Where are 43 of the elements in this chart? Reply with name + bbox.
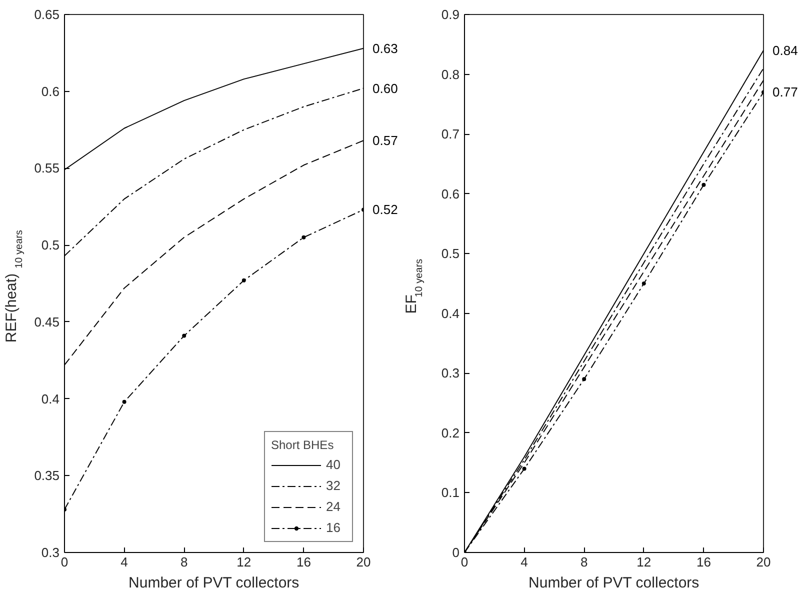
y-tick-label: 0.45 [34,314,60,330]
y-tick-label: 0.2 [441,425,460,440]
x-tick-label: 4 [520,554,528,570]
data-label: 0.84 [772,42,798,58]
y-tick-label: 0 [452,545,460,560]
y-tick-label: 0.55 [34,160,60,176]
x-tick-label: 12 [636,554,652,570]
y-tick-label: 0.1 [441,485,460,500]
data-label: 0.63 [372,40,398,56]
legend-label: 16 [326,520,342,535]
y-tick-label: 0.9 [441,7,460,22]
y-tick-label: 0.65 [34,7,60,22]
y-axis-title: EF10 years [402,258,426,314]
y-tick-label: 0.5 [41,238,60,253]
data-label: 0.52 [372,202,398,218]
x-tick-label: 16 [296,554,311,570]
legend-label: 24 [326,499,342,514]
y-tick-label: 0.5 [441,246,460,262]
legend-title: Short BHEs [271,438,335,452]
data-label: 0.60 [372,80,398,96]
y-tick-label: 0.3 [41,545,60,560]
legend-label: 40 [326,457,342,472]
legend-label: 32 [326,478,342,493]
x-tick-label: 12 [236,554,252,570]
y-tick-label: 0.3 [441,366,460,381]
y-tick-label: 0.6 [441,186,460,202]
x-tick-label: 8 [180,554,188,570]
x-tick-label: 16 [696,554,711,570]
x-tick-label: 20 [756,554,771,570]
y-tick-label: 0.8 [441,66,460,82]
x-axis-title: Number of PVT collectors [528,574,700,592]
x-tick-label: 20 [356,554,371,570]
y-tick-label: 0.6 [41,84,60,99]
y-tick-label: 0.7 [441,126,460,142]
x-axis-title: Number of PVT collectors [128,574,300,592]
y-tick-label: 0.35 [34,468,60,484]
data-label: 0.57 [372,133,398,148]
x-tick-label: 8 [580,554,588,570]
data-label: 0.77 [772,84,798,100]
x-tick-label: 4 [120,554,128,570]
y-axis-title: REF(heat)10 years [2,230,26,343]
y-tick-label: 0.4 [41,391,60,406]
y-tick-label: 0.4 [441,306,460,321]
